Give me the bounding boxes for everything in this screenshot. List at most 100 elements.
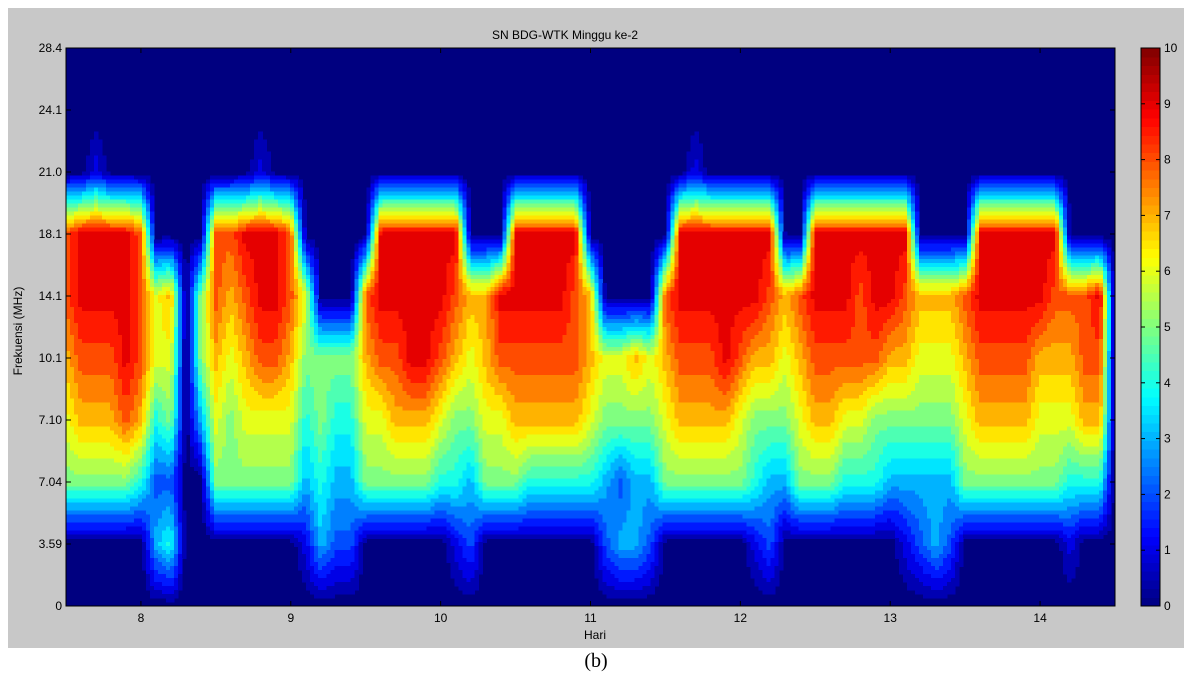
contour-cell xyxy=(514,219,520,224)
contour-cell xyxy=(810,187,816,193)
contour-cell xyxy=(94,159,99,165)
contour-cell xyxy=(650,267,656,272)
contour-cell xyxy=(230,199,235,205)
contour-cell xyxy=(214,195,219,201)
contour-cell xyxy=(102,271,107,276)
contour-cell xyxy=(898,211,904,216)
contour-cell xyxy=(534,191,540,197)
contour-cell xyxy=(998,219,1004,224)
contour-cell xyxy=(554,263,560,268)
contour-cell xyxy=(282,243,287,248)
contour-cell xyxy=(118,195,123,201)
contour-cell xyxy=(430,203,435,209)
contour-cell xyxy=(278,235,283,240)
contour-cell xyxy=(546,175,552,181)
contour-cell xyxy=(142,235,147,240)
contour-cell xyxy=(954,251,960,256)
contour-cell xyxy=(794,255,800,260)
contour-cell xyxy=(462,255,467,260)
contour-cell xyxy=(490,267,495,272)
contour-cell xyxy=(738,227,744,232)
contour-cell xyxy=(822,215,828,220)
contour-cell xyxy=(498,239,504,244)
contour-cell xyxy=(694,195,700,201)
contour-cell xyxy=(978,219,984,224)
contour-cell xyxy=(438,199,443,205)
contour-cell xyxy=(382,239,387,244)
contour-cell xyxy=(902,219,908,224)
contour-cell xyxy=(742,243,748,248)
contour-cell xyxy=(666,199,672,205)
contour-cell xyxy=(898,259,904,264)
contour-cell xyxy=(390,219,395,224)
contour-cell xyxy=(118,179,123,185)
contour-cell xyxy=(990,207,996,213)
contour-cell xyxy=(1022,223,1028,228)
contour-cell xyxy=(390,239,395,244)
contour-cell xyxy=(1022,243,1028,248)
contour-cell xyxy=(1030,175,1036,181)
contour-cell xyxy=(862,239,868,244)
contour-cell xyxy=(154,239,159,244)
contour-cell xyxy=(122,271,127,276)
contour-cell xyxy=(862,211,868,216)
contour-cell xyxy=(758,235,764,240)
contour-cell xyxy=(214,227,219,232)
contour-cell xyxy=(142,183,147,189)
contour-cell xyxy=(866,211,872,216)
contour-cell xyxy=(682,215,688,220)
contour-cell xyxy=(278,267,283,272)
contour-cell xyxy=(314,267,319,272)
contour-cell xyxy=(766,267,772,272)
contour-cell xyxy=(462,203,467,209)
contour-cell xyxy=(1010,179,1016,185)
contour-cell xyxy=(778,255,784,260)
contour-cell xyxy=(554,239,560,244)
contour-cell xyxy=(858,191,864,197)
contour-cell xyxy=(250,187,255,193)
contour-cell xyxy=(214,267,219,272)
contour-cell xyxy=(934,255,940,260)
contour-cell xyxy=(506,267,512,272)
contour-cell xyxy=(922,235,928,240)
contour-cell xyxy=(558,247,564,252)
contour-cell xyxy=(946,247,952,252)
contour-cell xyxy=(1014,179,1020,185)
contour-cell xyxy=(978,255,984,260)
contour-cell xyxy=(454,267,459,272)
contour-cell xyxy=(386,179,391,185)
contour-cell xyxy=(674,223,680,228)
contour-cell xyxy=(130,271,135,276)
contour-cell xyxy=(270,207,275,213)
contour-cell xyxy=(882,259,888,264)
contour-cell xyxy=(566,211,572,216)
contour-cell xyxy=(526,239,532,244)
contour-cell xyxy=(598,251,604,256)
contour-cell xyxy=(910,215,916,220)
contour-cell xyxy=(286,211,291,216)
contour-cell xyxy=(358,259,363,264)
contour-cell xyxy=(1034,203,1040,209)
contour-cell xyxy=(414,179,419,185)
contour-cell xyxy=(282,271,287,276)
contour-cell xyxy=(122,195,127,201)
contour-cell xyxy=(298,267,303,272)
contour-cell xyxy=(382,211,387,216)
contour-cell xyxy=(410,211,415,216)
contour-cell xyxy=(1042,211,1048,216)
contour-cell xyxy=(94,227,99,232)
contour-cell xyxy=(246,183,251,189)
contour-cell xyxy=(570,207,576,213)
contour-cell xyxy=(1010,263,1016,268)
contour-cell xyxy=(374,231,379,236)
contour-cell xyxy=(946,251,952,256)
contour-cell xyxy=(262,191,267,197)
contour-cell xyxy=(574,267,580,272)
contour-cell xyxy=(774,267,780,272)
contour-cell xyxy=(210,251,215,256)
contour-cell xyxy=(854,195,860,201)
contour-cell xyxy=(418,191,423,197)
contour-cell xyxy=(802,227,808,232)
contour-cell xyxy=(666,247,672,252)
contour-cell xyxy=(386,223,391,228)
